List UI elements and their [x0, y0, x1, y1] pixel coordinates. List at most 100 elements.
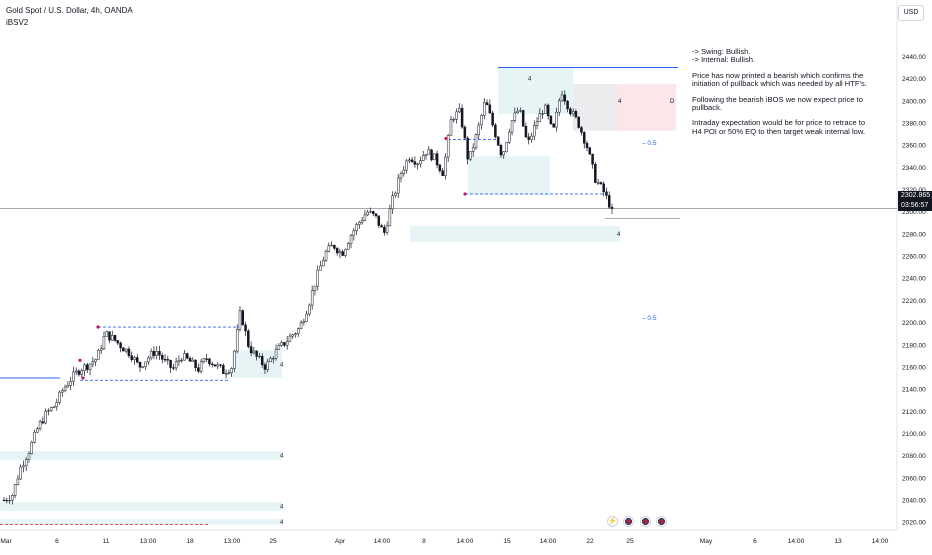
candle-body [149, 350, 153, 359]
candle-body [374, 213, 378, 217]
symbol-title[interactable]: Gold Spot / U.S. Dollar, 4h, OANDA [6, 6, 133, 15]
candle-body [127, 348, 131, 357]
candle-body [585, 142, 589, 149]
candle-body [133, 357, 136, 360]
candle-body [380, 225, 383, 228]
candle-body [599, 182, 603, 185]
candle-body [499, 144, 503, 156]
candle-body [505, 141, 508, 152]
x-tick-label: May [700, 538, 713, 545]
candle-body [596, 182, 600, 184]
note-paragraph-2: Following the bearish iBOS we now expect… [692, 94, 863, 113]
candle-body [535, 121, 539, 126]
candle-body [305, 313, 308, 322]
candle-body [352, 230, 356, 236]
x-tick-label: 15 [503, 538, 511, 545]
us-flag-icon[interactable] [623, 516, 634, 527]
candle-body [11, 495, 14, 501]
currency-button[interactable]: USD [898, 5, 924, 21]
candle-body [233, 350, 236, 369]
candle-body [116, 340, 120, 344]
swing-point [463, 192, 467, 196]
y-tick-label: 2140.00 [902, 387, 926, 394]
y-tick-label: 2400.00 [902, 98, 926, 105]
candle-body [438, 164, 442, 171]
candle-body [230, 368, 233, 374]
candle-body [213, 364, 217, 367]
candle-body [366, 211, 369, 216]
candle-body [44, 410, 47, 424]
indicator-name[interactable]: iBSV2 [6, 18, 29, 27]
candle-body [38, 421, 42, 430]
candle-body [371, 211, 375, 214]
candle-body [77, 370, 81, 375]
candle-body [402, 169, 406, 174]
us-flag-icon[interactable] [656, 516, 667, 527]
candle-body [327, 245, 331, 252]
x-tick-label: 13 [834, 538, 842, 545]
y-tick-label: 2260.00 [902, 254, 926, 261]
candle-body [530, 135, 533, 140]
swing-point [81, 376, 85, 380]
zone-marker: 4 [280, 363, 284, 369]
candle-body [36, 428, 39, 433]
candle-body [266, 361, 269, 370]
candle-body [183, 353, 186, 361]
eq-label: – 0.5 [642, 315, 657, 322]
us-flag-icon[interactable] [640, 516, 651, 527]
candle-body [494, 124, 497, 138]
lightning-icon[interactable]: ⚡ [607, 516, 618, 527]
candle-body [199, 361, 203, 372]
candle-body [513, 112, 517, 121]
candle-body [577, 116, 580, 128]
candle-body [558, 100, 561, 113]
candle-body [144, 361, 147, 368]
candle-body [205, 358, 208, 360]
candle-body [277, 345, 281, 350]
candle-body [177, 359, 181, 363]
candle-body [441, 170, 444, 176]
candle-body [111, 335, 114, 341]
candle-body [313, 285, 317, 292]
zone-marker: 4 [617, 232, 621, 238]
x-tick-label: 14:00 [872, 538, 889, 545]
y-tick-label: 2100.00 [902, 431, 926, 438]
candle-body [552, 123, 555, 128]
candle-body [496, 136, 500, 146]
candle-body [405, 160, 408, 171]
candle-body [347, 243, 350, 250]
candle-body [147, 357, 150, 363]
zone-marker: 4 [280, 454, 284, 460]
candle-body [324, 251, 328, 261]
x-tick-label: 14:00 [457, 538, 474, 545]
y-tick-label: 2340.00 [902, 165, 926, 172]
candle-body [241, 310, 245, 326]
candle-body [541, 113, 544, 115]
candle-body [105, 331, 108, 337]
candle-body [224, 373, 228, 375]
candle-body [430, 149, 433, 161]
x-tick-label: 14:00 [540, 538, 557, 545]
candle-body [502, 151, 505, 156]
candle-body [16, 478, 20, 485]
candle-body [299, 322, 303, 329]
candle-body [302, 321, 306, 324]
internal-bias: -> Internal: Bullish. [692, 55, 756, 65]
candle-body [188, 357, 192, 362]
candle-body [385, 225, 389, 233]
candle-body [88, 363, 92, 370]
candle-body [24, 459, 28, 467]
x-tick-label: 6 [55, 538, 59, 545]
bar-countdown: 03:56:57 [901, 201, 929, 209]
candle-body [141, 366, 145, 368]
candle-body [549, 115, 553, 125]
candle-body [474, 134, 478, 149]
candle-body [169, 359, 172, 368]
candle-body [8, 499, 11, 502]
candle-body [607, 195, 611, 208]
candle-body [80, 370, 83, 375]
candle-body [274, 349, 278, 359]
candle-body [91, 361, 95, 365]
